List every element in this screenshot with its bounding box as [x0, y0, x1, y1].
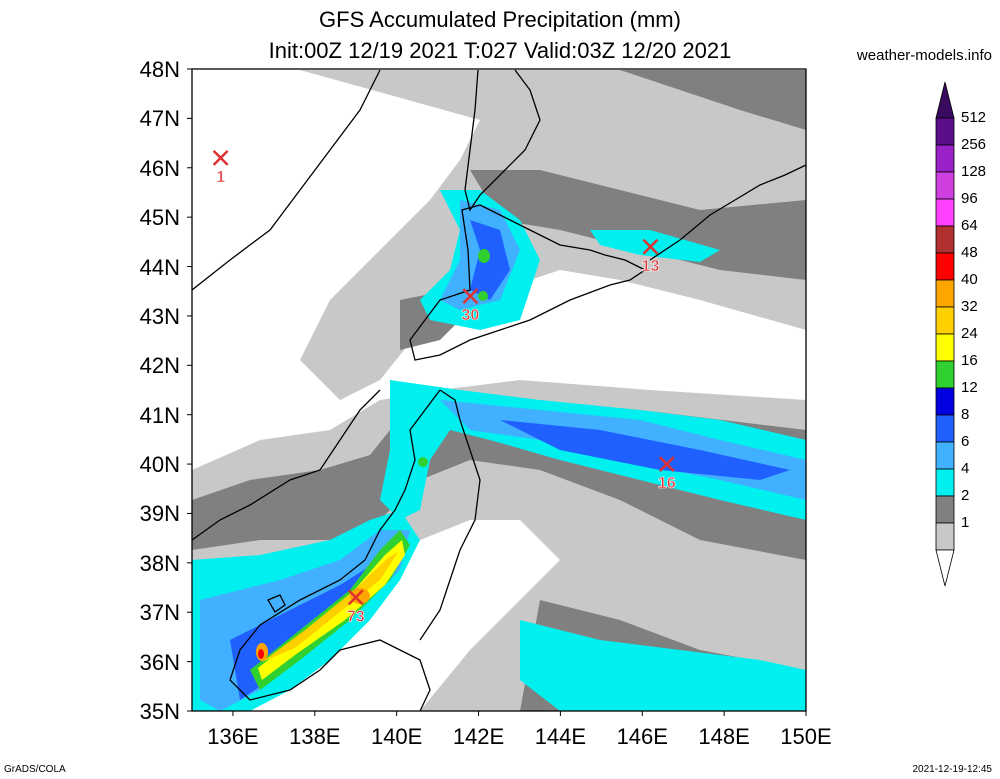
cross-icon	[642, 238, 659, 255]
colorbar-level-label: 32	[961, 298, 978, 315]
colorbar-swatch	[935, 279, 955, 308]
lat-label: 47N	[139, 106, 180, 132]
lon-label: 146E	[616, 724, 668, 749]
colorbar-swatch	[935, 198, 955, 227]
lat-label: 38N	[139, 550, 180, 576]
marker-73: 73	[347, 589, 365, 626]
colorbar-level-label: 2	[961, 487, 970, 504]
coastline-honshu	[229, 389, 481, 711]
colorbar-swatch	[935, 360, 955, 389]
colorbar-level-label: 4	[961, 460, 970, 477]
lat-label: 44N	[139, 254, 180, 280]
colorbar-swatch	[935, 387, 955, 416]
marker-30: 30	[461, 288, 480, 324]
colorbar-level-label: 40	[961, 271, 978, 288]
lat-label: 46N	[139, 155, 180, 181]
colorbar-swatch	[935, 522, 955, 551]
cross-icon	[212, 150, 229, 166]
coastlines	[192, 69, 806, 711]
colorbar-level-label: 48	[961, 244, 978, 261]
marker-value: 13	[642, 258, 660, 275]
colorbar-swatch	[935, 225, 955, 254]
lon-label: 140E	[370, 724, 423, 749]
lat-label: 48N	[139, 57, 180, 82]
colorbar-swatch	[935, 441, 955, 470]
colorbar-swatch	[935, 468, 955, 497]
lon-label: 136E	[207, 724, 259, 749]
plot-frame	[191, 68, 807, 712]
colorbar-swatch	[935, 144, 955, 173]
colorbar-level-label: 12	[961, 379, 978, 396]
colorbar-swatch	[935, 306, 955, 335]
colorbar-swatch	[935, 171, 955, 200]
colorbar-bottom-arrow	[935, 549, 955, 587]
marker-13: 13	[641, 238, 660, 275]
colorbar-level-label: 512	[961, 109, 987, 126]
colorbar-level-label: 8	[961, 406, 970, 423]
lon-label: 142E	[452, 724, 505, 749]
colorbar-level-label: 256	[961, 136, 987, 153]
colorbar-swatch	[935, 333, 955, 362]
lat-label: 36N	[139, 649, 180, 675]
colorbar-swatch	[935, 414, 955, 443]
lon-label: 138E	[289, 724, 341, 749]
map-subtitle: Init:00Z 12/19 2021 T:027 Valid:03Z 12/2…	[268, 38, 732, 63]
colorbar-level-label: 128	[961, 163, 987, 180]
marker-1: 1	[212, 150, 229, 186]
colorbar	[935, 81, 955, 587]
footer-software: GrADS/COLA	[4, 764, 66, 775]
lat-label: 41N	[139, 402, 180, 428]
colorbar-swatch	[935, 252, 955, 281]
colorbar-level-label: 1	[961, 514, 970, 531]
lat-label: 39N	[139, 501, 180, 527]
value-markers: 1 13 30 16 73	[212, 150, 676, 626]
coastline-hokkaido	[409, 204, 647, 361]
colorbar-level-label: 96	[961, 190, 978, 207]
lat-label: 42N	[139, 353, 180, 379]
colorbar-swatch	[935, 117, 955, 146]
colorbar-level-label: 6	[961, 433, 970, 450]
footer-timestamp: 2021-12-19-12:45	[912, 764, 992, 775]
coastline-sakhalin	[464, 69, 541, 212]
lat-label: 35N	[139, 699, 180, 724]
coastline-kurils	[649, 164, 806, 261]
lon-label: 148E	[698, 724, 750, 749]
marker-16: 16	[658, 456, 676, 492]
colorbar-swatch	[935, 495, 955, 524]
colorbar-level-label: 64	[961, 217, 978, 234]
lat-label: 37N	[139, 600, 180, 626]
marker-value: 73	[347, 608, 365, 625]
lon-label: 150E	[780, 724, 832, 749]
lat-label: 45N	[139, 205, 180, 231]
site-credit: weather-models.info	[856, 47, 992, 64]
colorbar-top-arrow	[935, 81, 955, 119]
precip-fields	[192, 70, 806, 711]
cross-icon	[462, 288, 479, 305]
marker-value: 1	[216, 169, 225, 186]
lon-label: 144E	[534, 724, 587, 749]
cross-icon	[347, 589, 364, 606]
marker-value: 16	[658, 475, 676, 492]
colorbar-level-label: 16	[961, 352, 978, 369]
lat-label: 40N	[139, 452, 180, 478]
marker-value: 30	[461, 307, 479, 324]
map-title: GFS Accumulated Precipitation (mm)	[319, 7, 681, 32]
cross-icon	[658, 456, 675, 472]
precip-area-2mm	[470, 170, 806, 280]
lat-label: 43N	[139, 303, 180, 329]
coastline-asia	[192, 69, 381, 291]
colorbar-level-label: 24	[961, 325, 978, 342]
